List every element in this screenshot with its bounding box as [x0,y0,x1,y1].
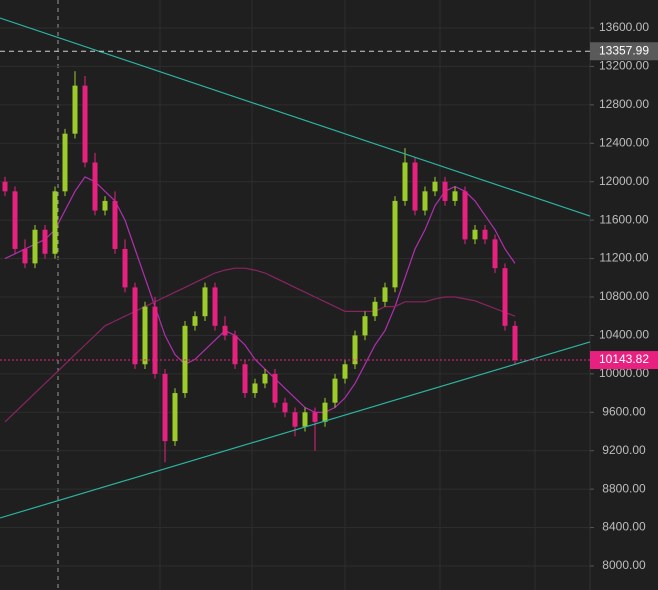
candle-body [242,364,248,394]
candle-body [22,248,28,264]
candle-body [342,364,348,379]
y-tick-label: 8000.00 [602,558,646,572]
candle-body [232,335,238,365]
candle-body [2,181,8,192]
y-tick-label: 8400.00 [602,520,646,534]
candle-body [192,316,198,326]
y-tick-label: 13200.00 [599,59,649,73]
y-tick-label: 10400.00 [599,328,649,342]
candle-body [282,402,288,413]
candle-body [332,378,338,403]
candle-body [52,191,58,254]
candle-body [42,229,48,254]
candle-body [152,306,158,374]
candle-body [312,412,318,422]
candle-body [112,200,118,249]
candle-body [512,325,518,361]
candle-body [262,373,268,384]
candle-body [472,229,478,240]
trendline [0,341,591,519]
candle-body [482,229,488,240]
candle-body [302,412,308,427]
candle-body [132,287,138,365]
y-tick-label: 11600.00 [599,212,648,226]
candle-body [412,162,418,211]
y-tick-label: 9200.00 [602,443,646,457]
candle-body [372,301,378,317]
candle-body [362,316,368,336]
time-grid [159,0,536,590]
candle-body [122,248,128,288]
candle-body [272,373,278,403]
y-tick-label: 12000.00 [599,174,649,188]
y-tick-label: 13600.00 [599,20,649,34]
candle-body [492,239,498,269]
candle-body [32,229,38,264]
y-tick-label: 11200.00 [599,251,648,265]
candle-body [462,191,468,240]
y-tick-label: 12400.00 [599,135,649,149]
candle-body [212,287,218,326]
candle-body [352,335,358,365]
y-tick-label: 9600.00 [602,404,646,418]
candle-body [162,373,168,442]
trendline [0,17,591,217]
moving-average [4,176,516,413]
y-tick-label: 10800.00 [599,289,649,303]
candle-body [182,325,188,394]
candle-body [382,287,388,302]
candle-body [442,181,448,201]
candle-body [202,287,208,317]
y-tick-label: 12800.00 [599,97,649,111]
candle-body [172,393,178,442]
y-tick-label: 10000.00 [599,366,649,380]
candle-body [292,412,298,427]
candle-body [102,200,108,211]
candle-body [82,85,88,163]
price-label: 13357.99 [599,43,649,57]
candle-body [432,181,438,192]
candle-body [402,162,408,201]
price-label-box [590,351,658,370]
candle-body [452,191,458,201]
candle-body [62,133,68,192]
candle-body [92,162,98,211]
price-label: 10143.82 [599,352,649,366]
candle-body [502,268,508,326]
candle-body [422,191,428,211]
moving-average [4,267,516,423]
candle-body [392,200,398,288]
candle-body [12,191,18,249]
price-label-box [590,42,658,61]
candle-body [252,383,258,394]
y-tick-label: 8800.00 [602,481,646,495]
candle-body [142,306,148,365]
candle-body [72,85,78,134]
candle-body [322,402,328,422]
candle-body [222,325,228,336]
